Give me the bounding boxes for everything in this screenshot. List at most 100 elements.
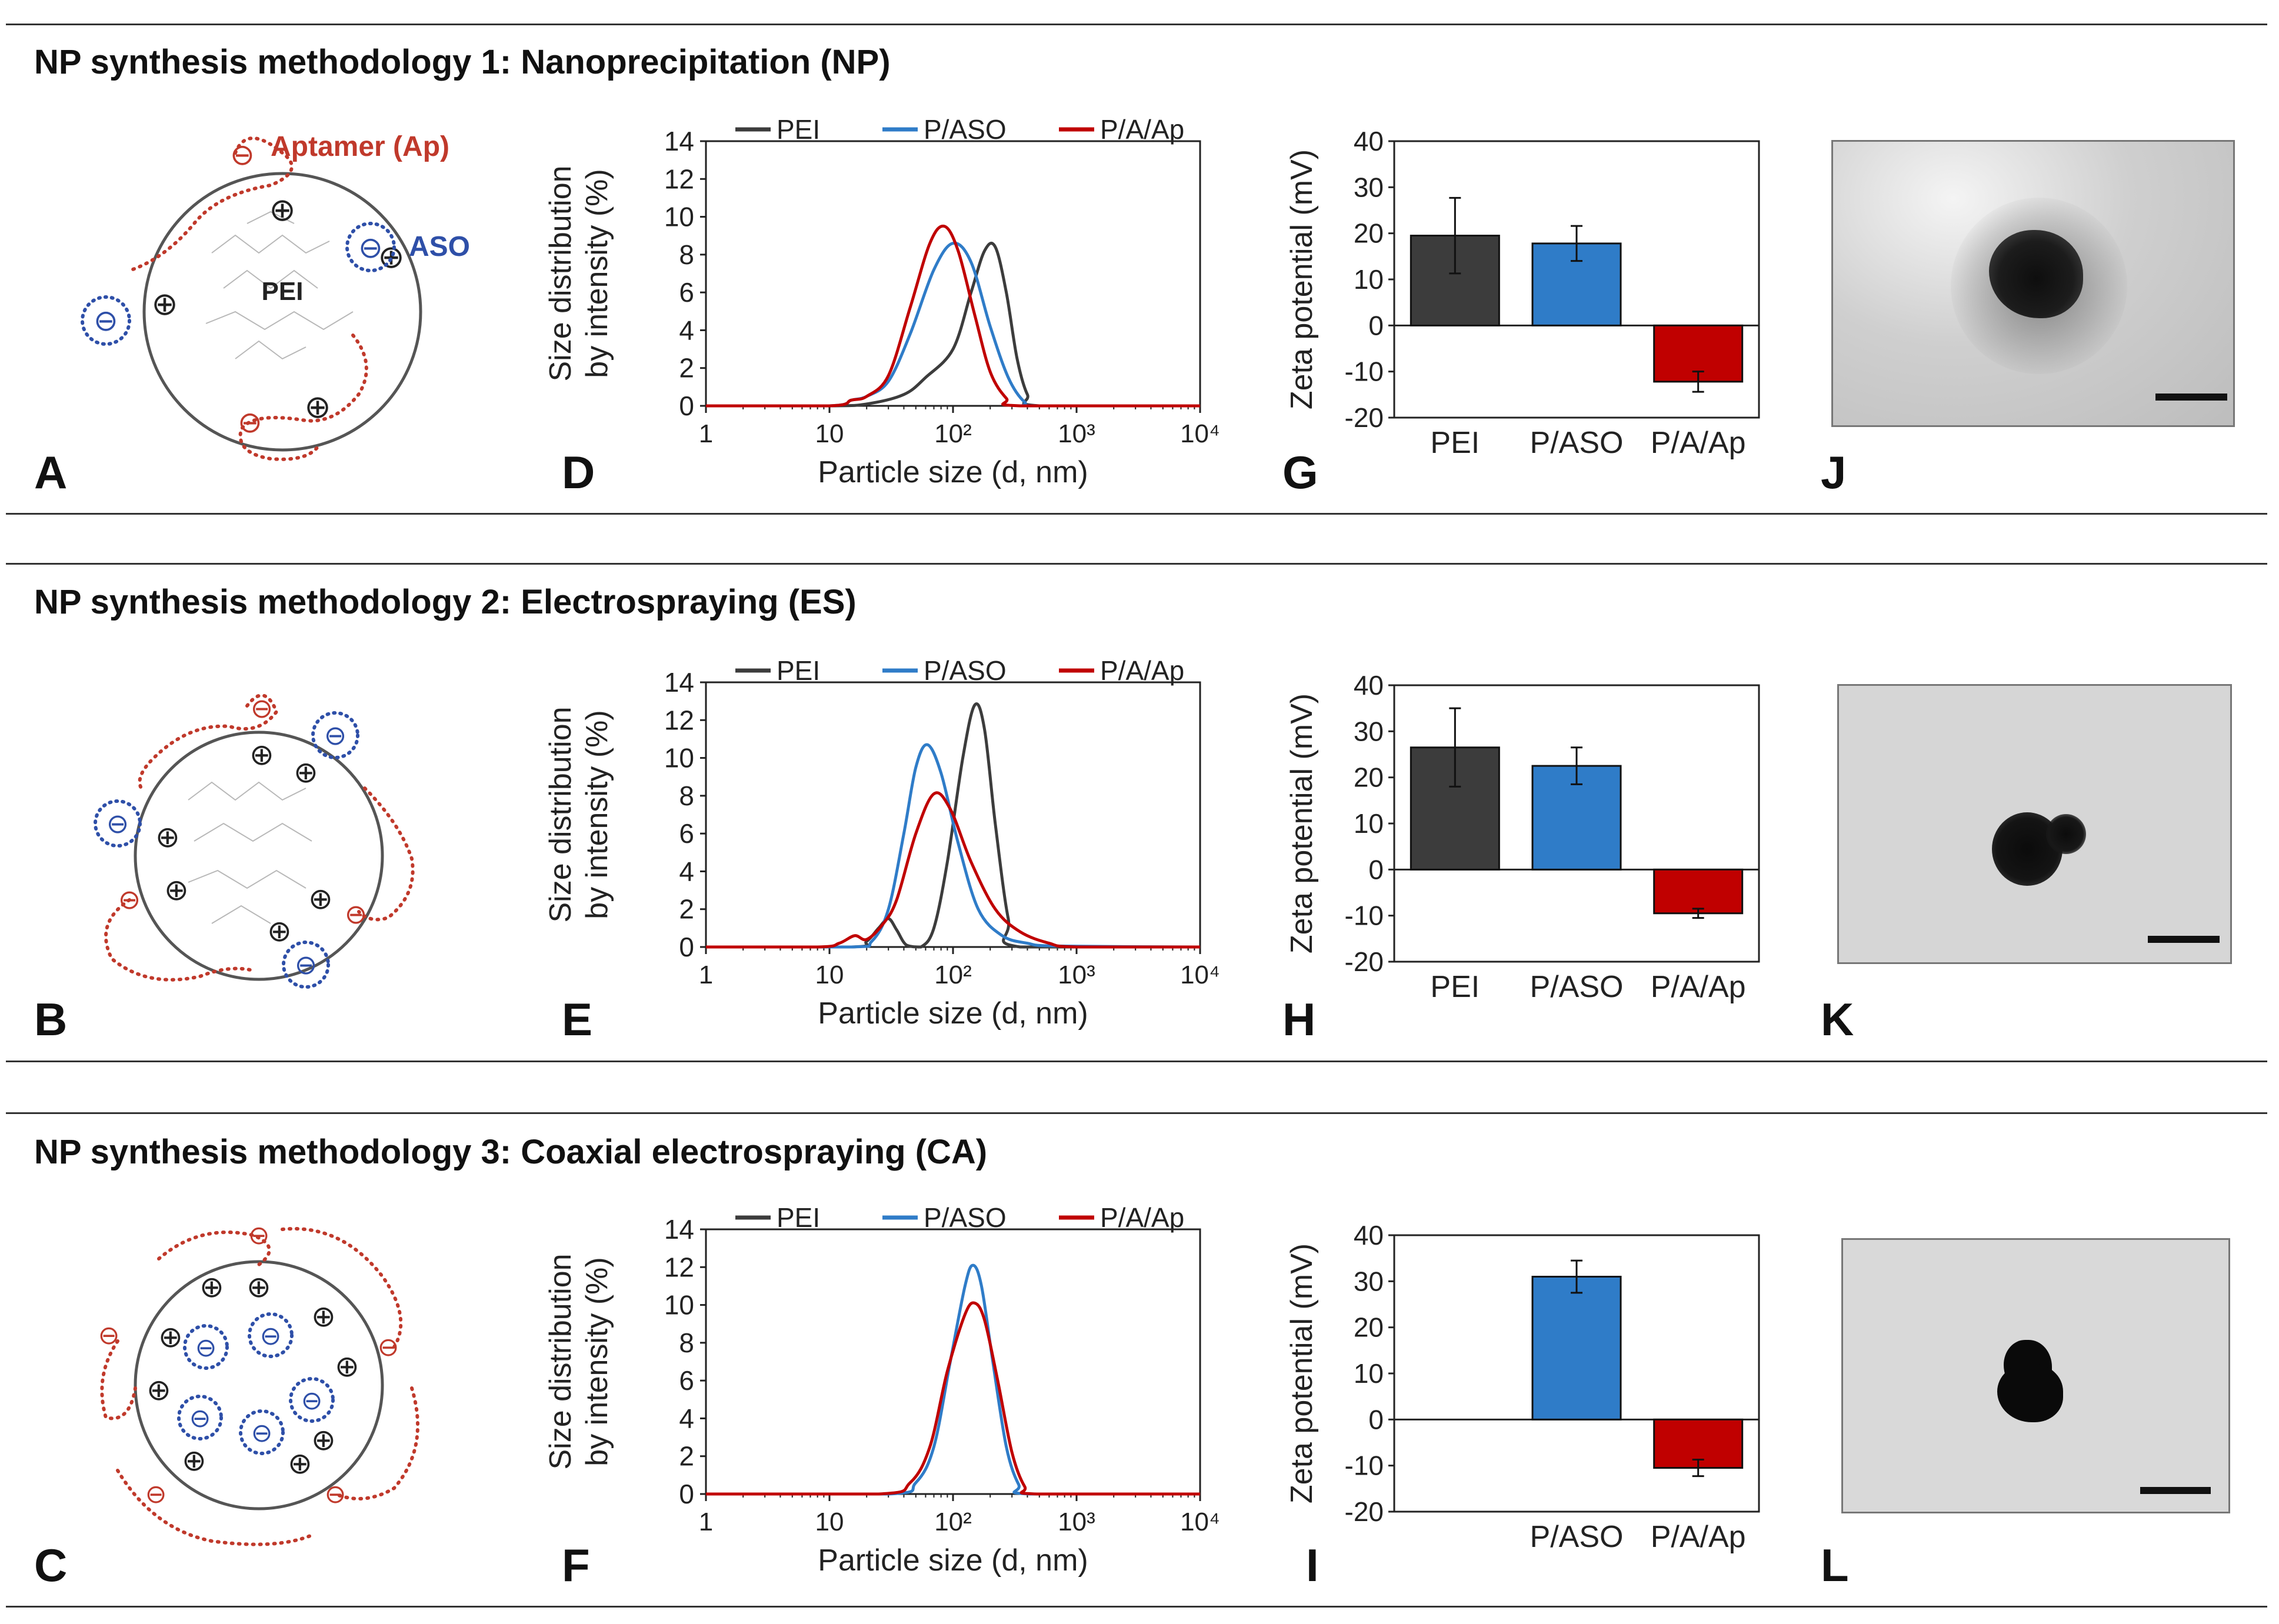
zeta-potential-chart-np: -20 -10 0 10 20 30 40 Zeta potential (mV) PEI P/A…	[1285, 126, 1760, 460]
x-axis-label: Particle size (d, nm)	[818, 1543, 1088, 1578]
bar-p-aso	[1531, 1276, 1622, 1420]
y-tick-label: -10	[1345, 1450, 1384, 1481]
negative-charge-icon: ⊖	[345, 899, 368, 929]
aptamer-strand	[138, 693, 279, 790]
x-tick-label: 10	[815, 961, 844, 989]
category-label: PEI	[1430, 426, 1480, 460]
y-tick-label: 20	[1354, 1312, 1384, 1343]
x-tick-label: 10²	[934, 961, 972, 989]
panel-letter-k: K	[1821, 993, 1854, 1045]
tem-image-es	[1837, 684, 2232, 964]
section-divider	[6, 1061, 2267, 1062]
y-tick-label: 8	[679, 239, 694, 270]
negative-charge-icon: ⊖	[98, 1321, 120, 1350]
pei-matrix-texture	[188, 781, 312, 924]
aptamer-strand	[100, 1339, 137, 1420]
legend-label: P/A/Ap	[1100, 114, 1184, 145]
aptamer-strand	[128, 136, 294, 272]
aso-strand	[81, 295, 131, 346]
x-tick-label: 10	[815, 419, 844, 448]
aso-label: ASO	[409, 231, 470, 262]
scale-bar	[2148, 936, 2220, 943]
y-tick-label: 30	[1354, 716, 1384, 746]
aso-strand	[94, 799, 142, 848]
series-line-p-a-ap	[706, 1301, 1200, 1496]
positive-charge-icon: ⊕	[155, 821, 180, 853]
negative-charge-icon: ⊖	[251, 693, 274, 723]
aptamer-strand	[238, 334, 368, 461]
size-distribution-chart-es: 0 2 4 6 8 10 12 14 1 10 10² 10³ 10⁴ Particle size (d,…	[544, 655, 1220, 1031]
x-tick-label: 10²	[934, 1508, 972, 1536]
tem-image-ca	[1841, 1238, 2230, 1513]
y-tick-label: 0	[679, 932, 694, 962]
y-tick-label: 4	[679, 315, 694, 345]
negative-charge-icon: ⊖	[230, 138, 255, 171]
y-tick-label: -20	[1345, 402, 1384, 433]
y-axis-label: Size distribution	[544, 1253, 578, 1469]
positive-charge-icon: ⊕	[146, 1373, 171, 1406]
x-tick-label: 10⁴	[1180, 419, 1220, 448]
y-axis-label: Zeta potential (mV)	[1285, 149, 1319, 409]
panel-letter-e: E	[562, 993, 593, 1045]
y-tick-label: 10	[664, 202, 694, 232]
aso-strand	[289, 1377, 335, 1423]
y-axis-label: Size distribution	[544, 165, 578, 381]
positive-charge-icon: ⊕	[182, 1444, 206, 1477]
negative-charge-icon: ⊖	[248, 1221, 270, 1250]
y-tick-label: 10	[1354, 808, 1384, 839]
y-tick-label: 12	[664, 164, 694, 194]
positive-charge-icon: ⊕	[308, 882, 333, 915]
x-tick-label: 10⁴	[1180, 961, 1220, 989]
section-title-ca: NP synthesis methodology 3: Coaxial elec…	[34, 1133, 988, 1171]
positive-charge-icon: ⊕	[335, 1350, 359, 1383]
positive-charge-icon: ⊕	[267, 915, 292, 948]
positive-charge-icon: ⊕	[158, 1320, 183, 1353]
nanoparticle-core	[134, 1260, 384, 1510]
legend-label: P/ASO	[924, 655, 1007, 686]
y-tick-label: 10	[1354, 1358, 1384, 1389]
pei-matrix-texture	[205, 211, 354, 360]
series-line-p-a-ap	[706, 224, 1200, 408]
panel-letter-f: F	[562, 1539, 590, 1591]
series-line-pei	[706, 242, 1200, 408]
x-tick-label: 10	[815, 1508, 844, 1536]
x-tick-label: 10²	[934, 419, 972, 448]
negative-charge-icon: ⊖	[145, 1480, 167, 1509]
negative-charge-icon: ⊖	[118, 884, 141, 915]
negative-charge-icon: ⊖	[325, 1480, 346, 1509]
aptamer-strand	[334, 1386, 419, 1500]
negative-charge-icon: ⊖	[295, 949, 318, 980]
y-tick-label: 10	[1354, 264, 1384, 295]
zeta-potential-chart-es: -20 -10 0 10 20 30 40 Zeta potential (mV) PEI P/A…	[1285, 670, 1760, 1004]
zeta-potential-chart-ca: -20 -10 0 10 20 30 40 Zeta potential (mV) P/ASO P…	[1285, 1220, 1760, 1554]
y-tick-label: 12	[664, 705, 694, 735]
y-tick-label: 4	[679, 856, 694, 886]
y-tick-label: 2	[679, 353, 694, 384]
positive-charge-icon: ⊕	[311, 1423, 336, 1456]
aptamer-strand	[157, 1230, 271, 1266]
x-tick-label: 10³	[1058, 1508, 1095, 1536]
positive-charge-icon: ⊕	[288, 1447, 312, 1480]
plot-frame	[705, 140, 1201, 407]
section-divider	[6, 24, 2267, 25]
category-label: P/ASO	[1530, 970, 1624, 1004]
aptamer-label: Aptamer (Ap)	[271, 131, 449, 162]
positive-charge-icon: ⊕	[164, 873, 189, 906]
panel-letter-i: I	[1306, 1539, 1319, 1591]
positive-charge-icon: ⊕	[311, 1300, 336, 1333]
scale-bar	[2155, 394, 2227, 401]
section-divider	[6, 513, 2267, 515]
series-line-p-aso	[706, 241, 1200, 408]
series-line-p-aso	[706, 1263, 1200, 1496]
tem-image-np	[1831, 140, 2235, 427]
x-tick-label: 10⁴	[1180, 1508, 1220, 1536]
legend-label: P/ASO	[924, 114, 1007, 145]
y-tick-label: 40	[1354, 670, 1384, 701]
schematic-np: PEI ⊕ ⊕ ⊕ ⊕ ⊖ Aptamer (Ap) ⊖ ASO ⊖ ⊖	[81, 131, 470, 461]
x-tick-label: 1	[699, 961, 713, 989]
nanoparticle-blob	[1997, 1363, 2063, 1422]
panel-letter-l: L	[1821, 1539, 1849, 1591]
y-tick-label: 0	[1368, 854, 1384, 885]
legend-label: PEI	[777, 1202, 820, 1233]
y-tick-label: 0	[1368, 310, 1384, 341]
